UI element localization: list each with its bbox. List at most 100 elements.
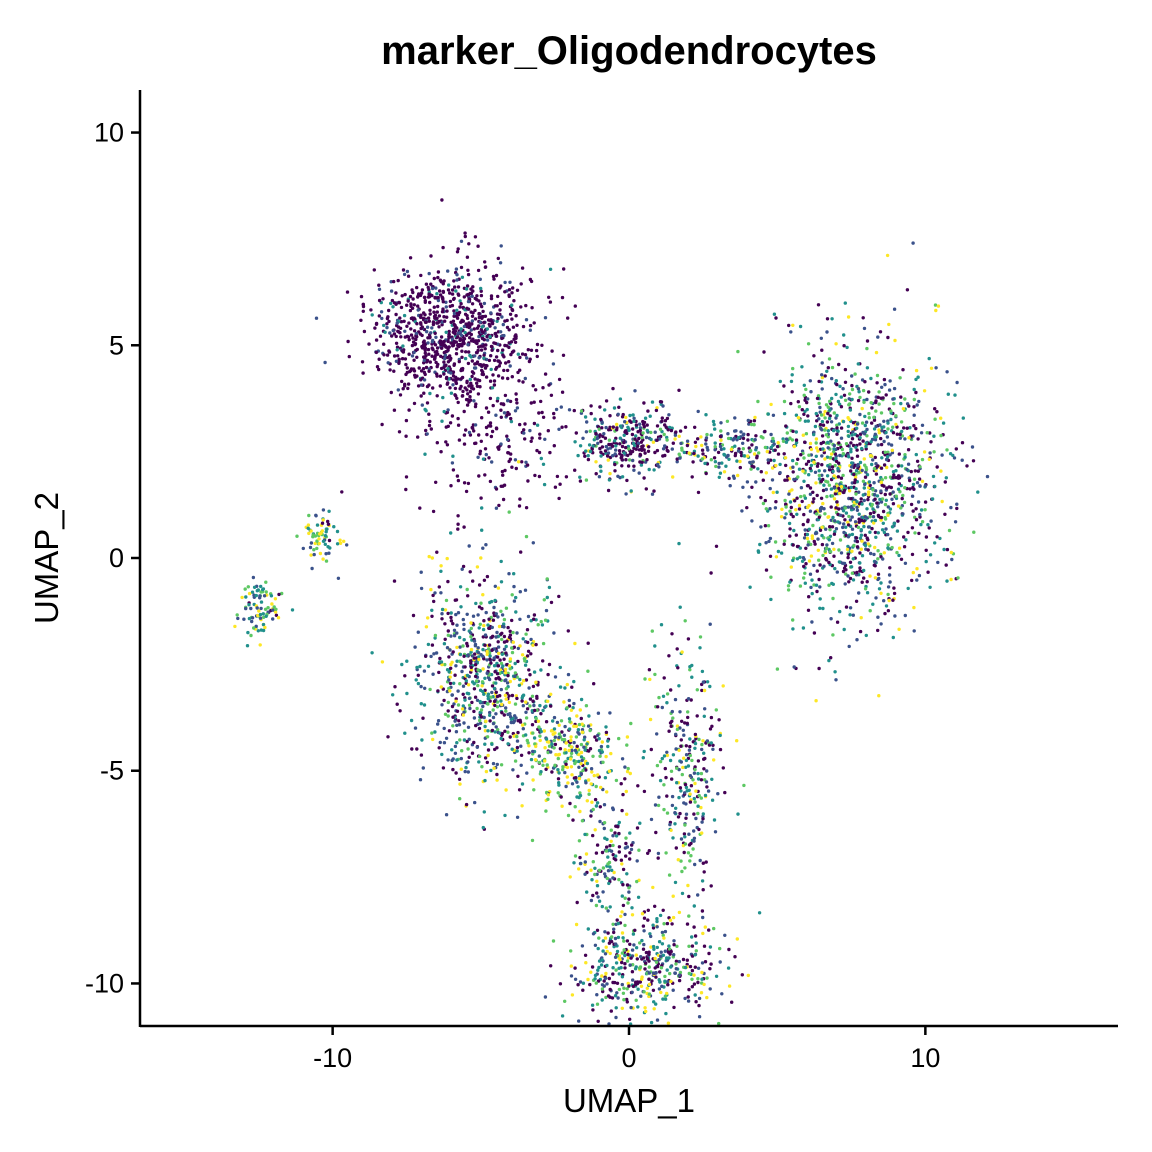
data-point — [531, 541, 535, 545]
data-point — [382, 323, 386, 328]
data-point — [521, 324, 526, 329]
data-point — [557, 771, 561, 775]
data-point — [433, 331, 437, 335]
data-point — [507, 360, 511, 364]
data-point — [574, 431, 578, 435]
data-point — [933, 417, 937, 421]
data-point — [647, 849, 651, 853]
data-point — [470, 654, 475, 658]
data-point — [688, 792, 692, 796]
data-point — [892, 591, 897, 596]
data-point — [466, 299, 471, 304]
data-point — [397, 361, 401, 365]
data-point — [638, 980, 642, 984]
data-point — [907, 436, 911, 440]
data-point — [489, 296, 494, 301]
data-point — [405, 691, 409, 696]
data-point — [844, 572, 848, 576]
data-point — [454, 699, 458, 703]
data-point — [705, 976, 709, 980]
data-point — [563, 770, 567, 775]
data-point — [512, 645, 516, 649]
data-point — [504, 651, 508, 655]
data-point — [454, 289, 458, 293]
data-point — [863, 515, 867, 519]
data-point — [920, 479, 925, 483]
data-point — [572, 740, 576, 745]
data-point — [901, 368, 905, 372]
data-point — [495, 399, 500, 403]
data-point — [423, 300, 427, 304]
data-point — [495, 365, 499, 370]
data-point — [574, 724, 579, 728]
data-point — [477, 474, 481, 478]
data-point — [566, 672, 571, 677]
data-point — [768, 507, 772, 511]
data-point — [476, 668, 480, 672]
data-point — [885, 253, 890, 258]
data-point — [830, 525, 835, 529]
data-point — [808, 441, 813, 446]
data-point — [739, 453, 744, 458]
data-point — [490, 648, 494, 652]
data-point — [832, 474, 836, 478]
data-point — [577, 1019, 581, 1023]
data-point — [487, 322, 491, 326]
data-point — [692, 836, 697, 840]
data-point — [446, 408, 450, 412]
data-point — [662, 432, 666, 437]
data-point — [488, 421, 493, 425]
data-point — [514, 397, 519, 402]
data-point — [677, 910, 682, 915]
data-point — [814, 454, 818, 458]
data-point — [823, 428, 827, 432]
data-point — [495, 312, 500, 316]
data-point — [656, 803, 661, 808]
data-point — [458, 659, 462, 663]
data-point — [692, 829, 696, 833]
data-point — [692, 451, 696, 456]
data-point — [656, 705, 660, 709]
data-point — [879, 489, 883, 493]
data-point — [488, 396, 493, 401]
data-point — [428, 312, 432, 316]
data-point — [431, 737, 435, 742]
data-point — [443, 712, 448, 716]
data-point — [883, 476, 888, 480]
data-point — [828, 455, 833, 460]
data-point — [574, 735, 579, 739]
data-point — [819, 479, 823, 484]
data-point — [912, 424, 916, 428]
data-point — [857, 471, 861, 475]
data-point — [485, 649, 489, 654]
data-point — [704, 471, 708, 476]
data-point — [859, 528, 863, 532]
data-point — [482, 320, 486, 325]
data-point — [466, 361, 471, 366]
data-point — [573, 641, 577, 646]
data-point — [516, 352, 520, 356]
data-point — [448, 354, 452, 358]
data-point — [742, 454, 746, 458]
data-point — [900, 429, 904, 434]
data-point — [467, 325, 471, 330]
data-point — [815, 512, 819, 516]
data-point — [798, 584, 803, 588]
data-point — [851, 557, 855, 561]
data-point — [609, 828, 613, 832]
data-point — [634, 447, 638, 451]
data-point — [505, 437, 510, 442]
data-point — [534, 680, 538, 684]
data-point — [953, 520, 958, 524]
data-point — [699, 771, 704, 776]
data-point — [896, 504, 901, 508]
data-point — [784, 424, 788, 428]
data-point — [598, 446, 602, 451]
data-point — [498, 677, 502, 681]
data-point — [895, 425, 899, 429]
data-point — [465, 587, 469, 592]
data-point — [544, 608, 549, 613]
data-point — [510, 317, 514, 321]
data-point — [873, 432, 877, 436]
data-point — [890, 545, 894, 550]
